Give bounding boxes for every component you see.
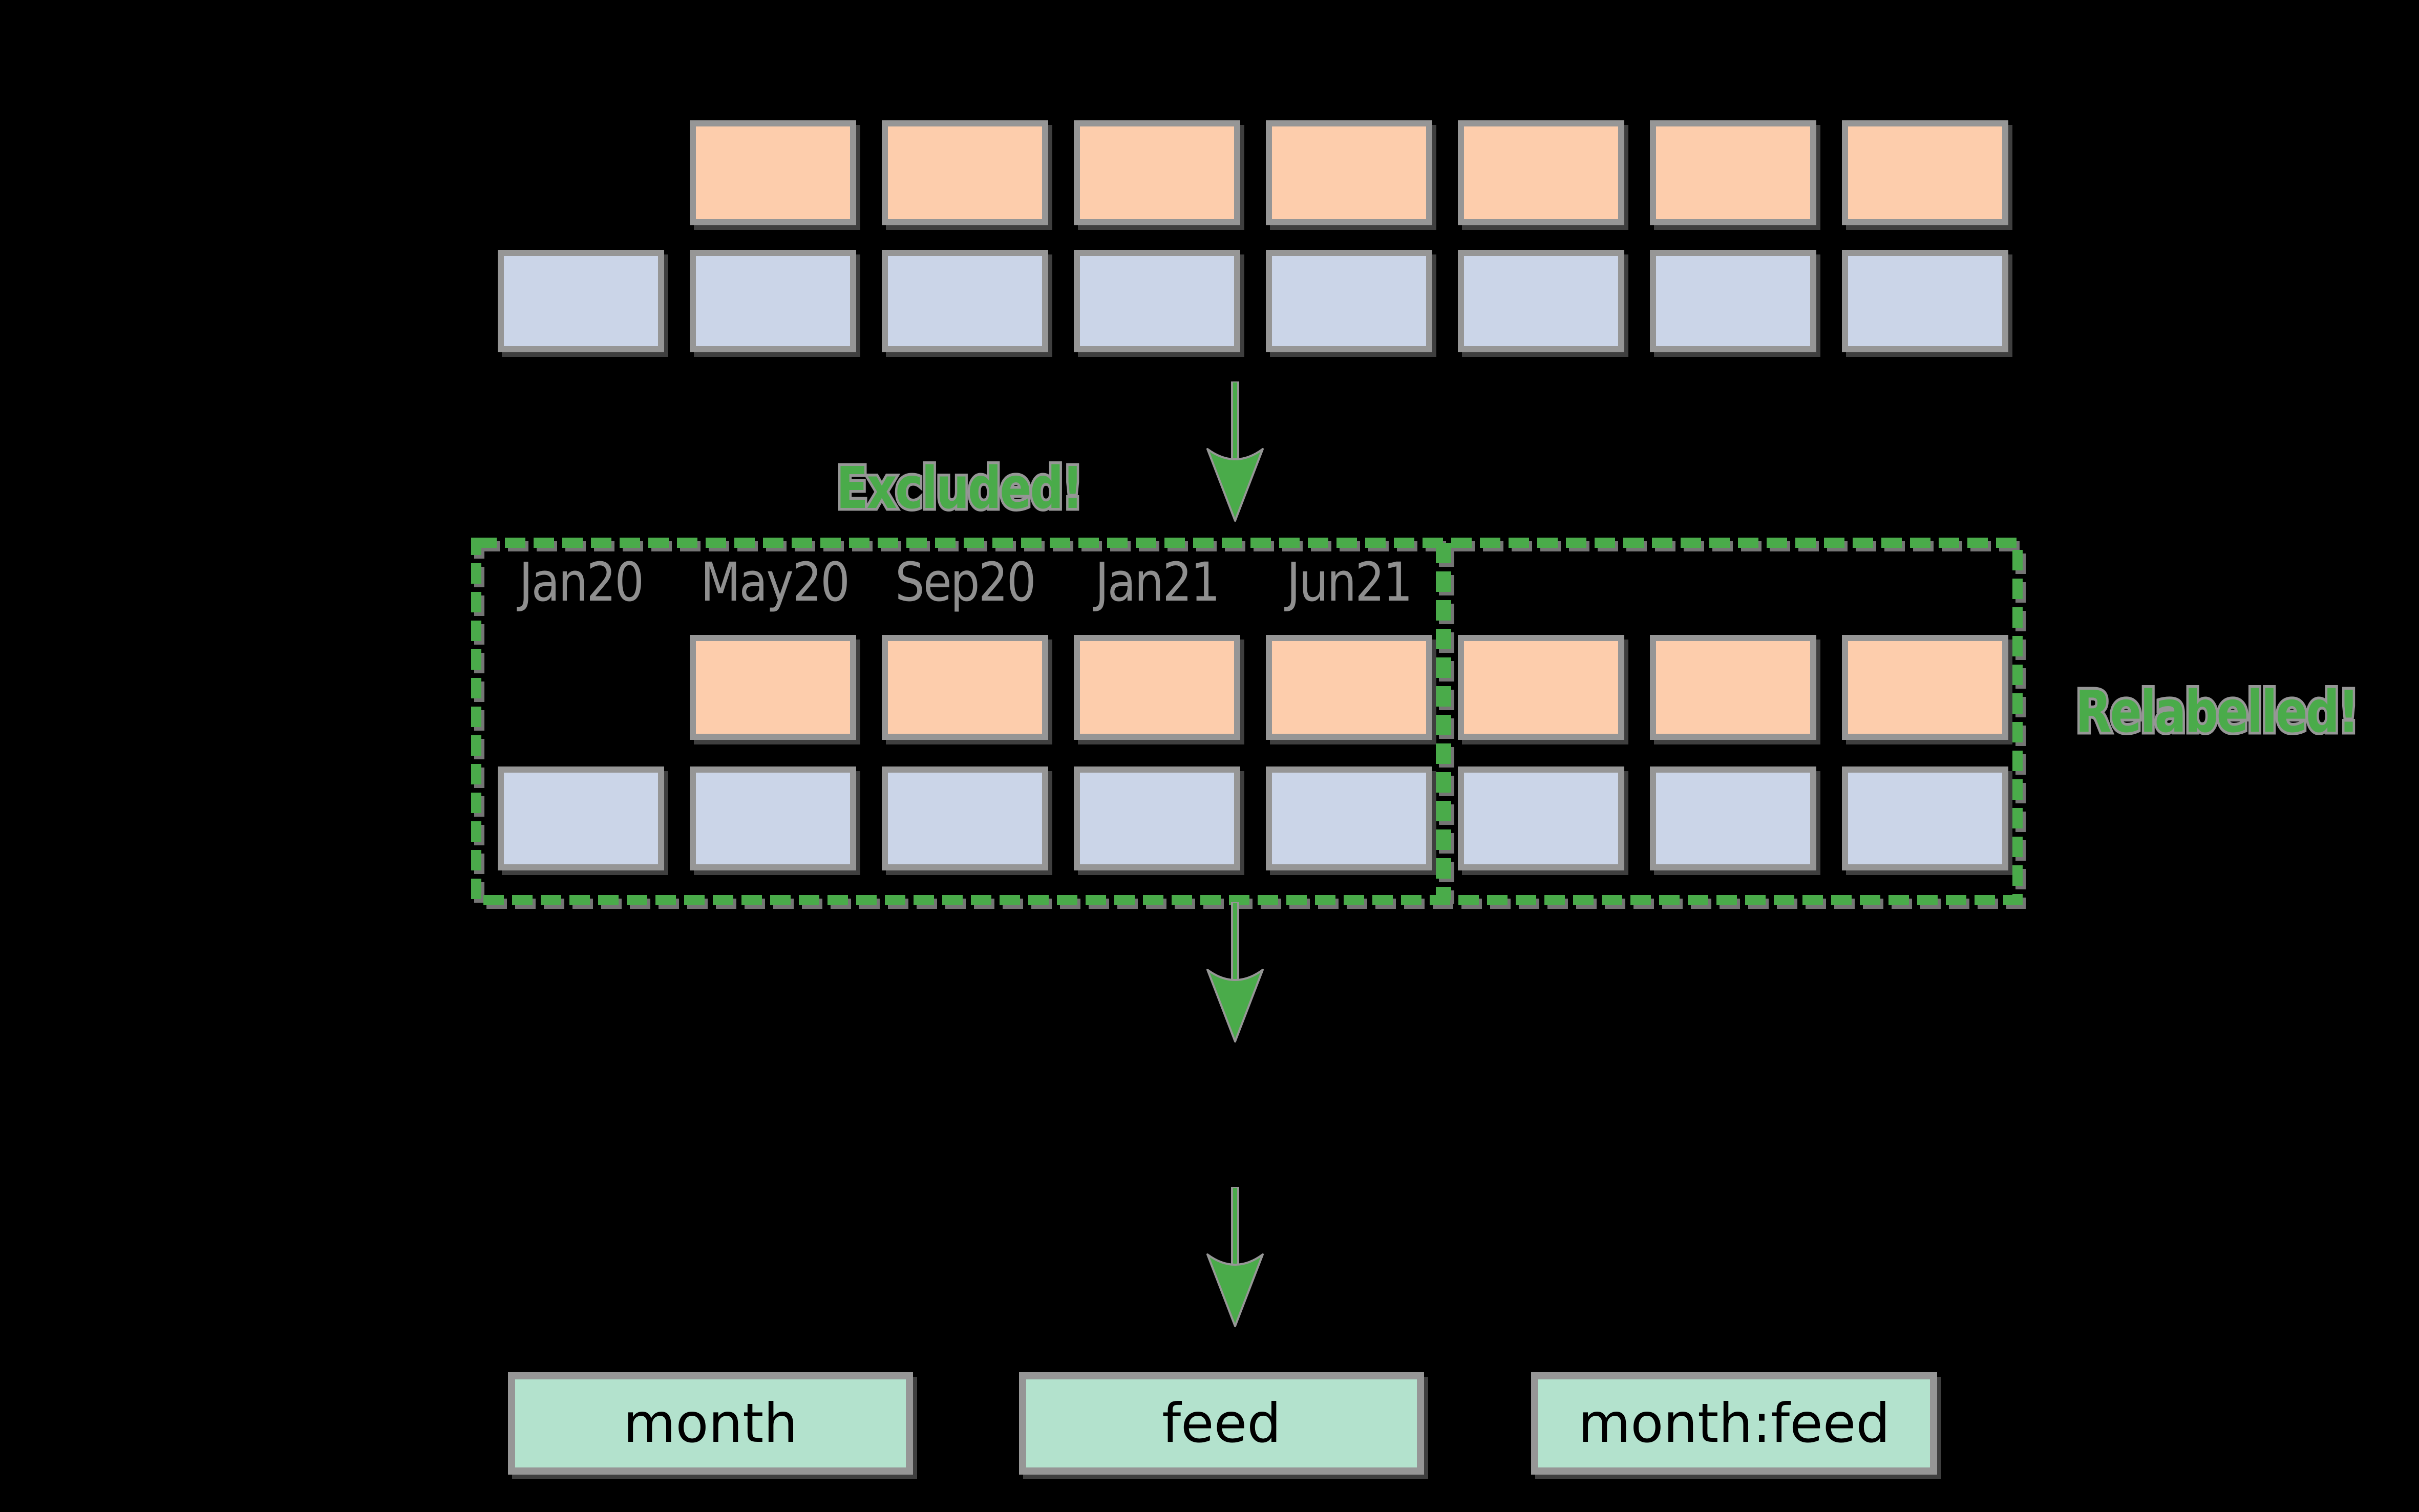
- blue-cell: [690, 766, 856, 870]
- relabelled-label-text: Relabelled!: [2075, 679, 2360, 746]
- peach-cell: [1266, 120, 1432, 225]
- peach-cell: [1458, 635, 1624, 740]
- month-tick-labels: Jan20 May20 Sep20 Jan21 Jun21: [498, 551, 1432, 613]
- peach-cell: [1458, 120, 1624, 225]
- peach-cell: [1266, 635, 1432, 740]
- top-blue-row: [498, 250, 2008, 352]
- feature-box-month-feed: month:feed: [1531, 1372, 1937, 1475]
- peach-cell: [882, 635, 1048, 740]
- feature-box-month-label: month: [623, 1392, 798, 1455]
- blue-cell: [1266, 766, 1432, 870]
- timeline-peach-row: [690, 635, 2008, 740]
- blue-cell: [1458, 250, 1624, 352]
- down-arrow-icon: [1206, 381, 1264, 522]
- excluded-label-text: Excluded!: [836, 455, 1084, 522]
- blue-cell: [1074, 766, 1240, 870]
- month-tick-label: May20: [701, 551, 850, 613]
- excluded-label: Excluded! Excluded!: [834, 455, 1086, 522]
- blue-cell: [1458, 766, 1624, 870]
- excluded-label-outline: Excluded!: [834, 455, 1086, 522]
- blue-cell: [690, 250, 856, 352]
- top-peach-row: [690, 120, 2008, 225]
- blue-cell: [498, 766, 664, 870]
- relabelled-label-outline: Relabelled!: [2073, 679, 2362, 746]
- month-tick-label: Jan21: [1095, 551, 1220, 613]
- peach-cell: [1074, 120, 1240, 225]
- feature-box-month-feed-label: month:feed: [1578, 1392, 1890, 1455]
- peach-cell: [690, 635, 856, 740]
- blue-cell: [1650, 766, 1816, 870]
- month-tick-label: Jun21: [1286, 551, 1413, 613]
- blue-cell: [882, 766, 1048, 870]
- peach-cell: [1650, 120, 1816, 225]
- peach-cell: [1842, 635, 2008, 740]
- down-arrow-icon: [1206, 902, 1264, 1042]
- feature-box-feed-label: feed: [1162, 1392, 1281, 1455]
- blue-cell: [1650, 250, 1816, 352]
- peach-cell: [1074, 635, 1240, 740]
- blue-cell: [1842, 250, 2008, 352]
- relabelled-label: Relabelled! Relabelled!: [2073, 679, 2362, 746]
- blue-cell: [498, 250, 664, 352]
- month-tick-label: Jan20: [519, 551, 644, 613]
- month-tick-label: Sep20: [895, 551, 1036, 613]
- peach-cell: [882, 120, 1048, 225]
- timeline-blue-row: [498, 766, 2008, 870]
- blue-cell: [1842, 766, 2008, 870]
- peach-cell: [1842, 120, 2008, 225]
- feature-box-month: month: [508, 1372, 913, 1475]
- dashed-selection-box: [471, 538, 2023, 905]
- blue-cell: [882, 250, 1048, 352]
- down-arrow-icon: [1206, 1187, 1264, 1327]
- feature-box-feed: feed: [1019, 1372, 1424, 1475]
- blue-cell: [1266, 250, 1432, 352]
- blue-cell: [1074, 250, 1240, 352]
- peach-cell: [1650, 635, 1816, 740]
- peach-cell: [690, 120, 856, 225]
